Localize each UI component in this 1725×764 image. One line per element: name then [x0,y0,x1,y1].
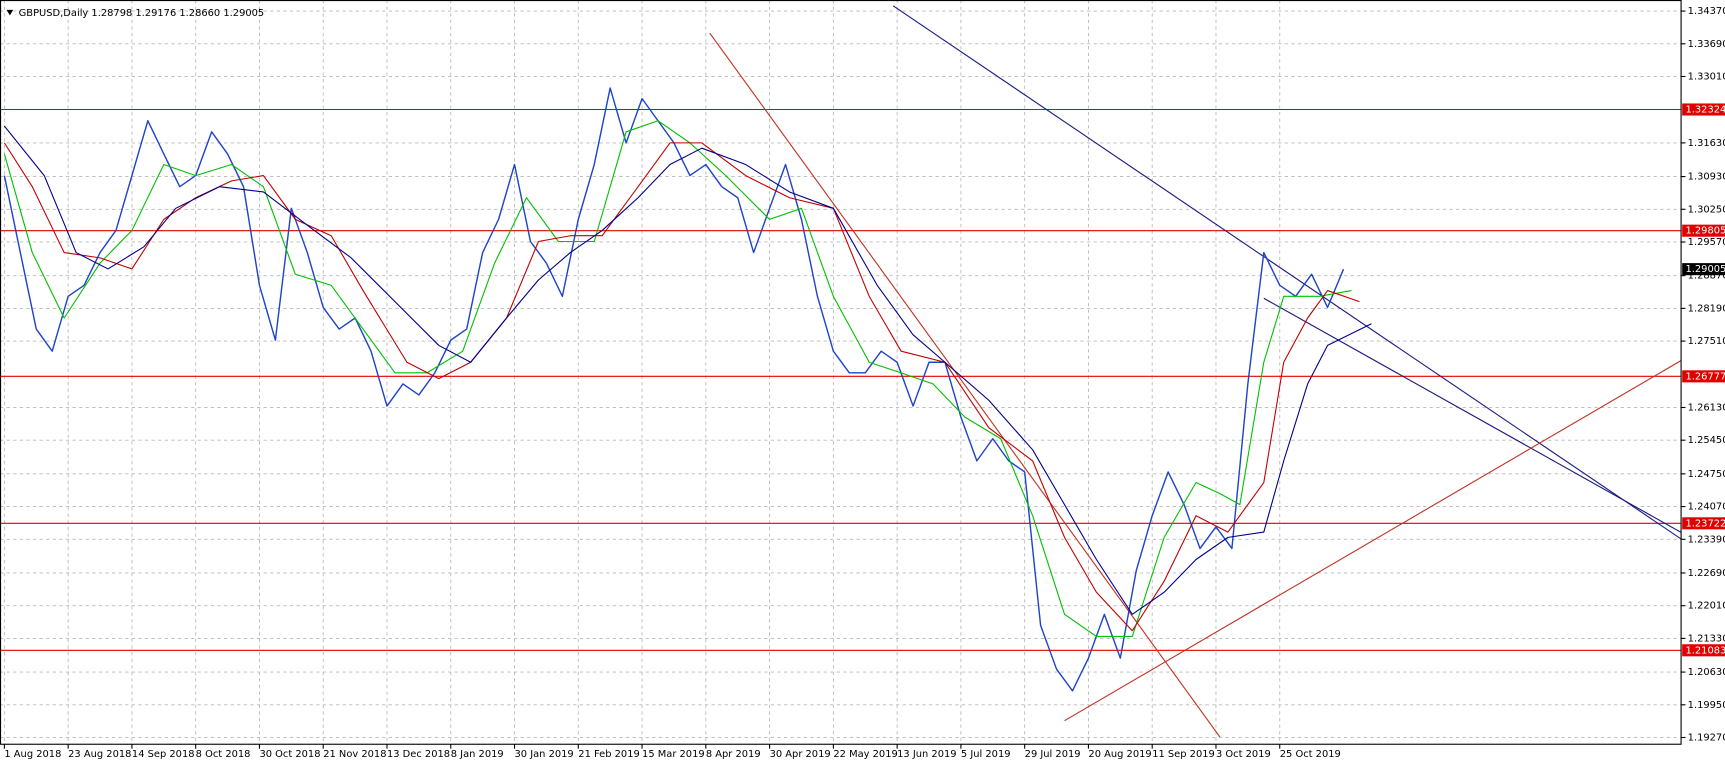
y-tick-label: 1.33690 [1688,39,1725,50]
x-tick-label: 8 Apr 2019 [706,749,761,760]
level-label-box [1682,103,1725,116]
x-tick-label: 11 Sep 2019 [1152,749,1215,760]
trendline [709,32,1221,738]
x-tick-label: 13 Dec 2018 [387,749,450,760]
y-tick-label: 1.19950 [1688,700,1725,711]
y-tick-label: 1.31630 [1688,138,1725,149]
plot-area [0,5,1682,738]
trendline [892,5,1682,540]
level-label-box [1682,370,1725,383]
y-tick-label: 1.29570 [1688,237,1725,248]
y-tick-label: 1.33010 [1688,71,1725,82]
collapse-arrow[interactable] [6,9,14,16]
x-tick-label: 23 Aug 2018 [68,749,131,760]
y-tick-label: 1.23390 [1688,534,1725,545]
level-label: 1.29805 [1685,226,1725,237]
level-label-box [1682,224,1725,237]
x-tick-label: 22 May 2019 [833,749,897,760]
moving-average [3,125,1372,615]
y-tick-label: 1.26130 [1688,402,1725,413]
y-tick-label: 1.24750 [1688,469,1725,480]
plot-frame [0,0,1682,745]
x-tick-label: 21 Feb 2019 [578,749,639,760]
axes: 1.34370 1.33690 1.33010 1.31630 1.30930 1.302… [3,6,1725,760]
y-tick-label: 1.30250 [1688,204,1725,215]
x-tick-label: 5 Jul 2019 [961,749,1011,760]
current-price-label: 1.29005 [1685,264,1725,275]
x-tick-label: 29 Jul 2019 [1025,749,1081,760]
y-tick-label: 1.27510 [1688,336,1725,347]
chart-title: GBPUSD,Daily 1.28798 1.29176 1.28660 1.2… [19,8,265,19]
x-tick-label: 13 Jun 2019 [897,749,956,760]
level-label-box [1682,517,1725,530]
current-price-box [1682,263,1725,276]
x-tick-label: 25 Oct 2019 [1280,749,1341,760]
y-tick-label: 1.30930 [1688,172,1725,183]
x-tick-label: 30 Apr 2019 [770,749,831,760]
y-tick-label: 1.28190 [1688,303,1725,314]
y-tick-label: 1.21330 [1688,633,1725,644]
level-label: 1.26777 [1685,371,1725,382]
x-tick-label: 1 Aug 2018 [4,749,61,760]
x-tick-label: 21 Nov 2018 [323,749,386,760]
x-tick-label: 8 Jan 2019 [451,749,504,760]
trendline [1064,359,1682,722]
level-label: 1.23722 [1685,518,1725,529]
x-tick-label: 30 Jan 2019 [515,749,574,760]
x-tick-label: 15 Mar 2019 [642,749,705,760]
level-label: 1.21083 [1685,645,1725,656]
y-tick-label: 1.25450 [1688,435,1725,446]
y-tick-label: 1.19270 [1688,733,1725,744]
x-tick-label: 3 Oct 2019 [1216,749,1271,760]
x-tick-label: 14 Sep 2018 [132,749,195,760]
level-label: 1.32324 [1685,104,1725,115]
y-tick-label: 1.22690 [1688,568,1725,579]
trendline [1263,297,1682,534]
grid [0,0,1682,745]
y-tick-label: 1.20630 [1688,667,1725,678]
level-label-box [1682,644,1725,657]
y-tick-label: 1.28870 [1688,271,1725,282]
y-tick-label: 1.24070 [1688,502,1725,513]
y-tick-label: 1.34370 [1688,6,1725,17]
x-tick-label: 8 Oct 2018 [196,749,251,760]
y-tick-label: 1.22010 [1688,601,1725,612]
x-tick-label: 20 Aug 2019 [1088,749,1151,760]
x-tick-label: 30 Oct 2018 [259,749,320,760]
